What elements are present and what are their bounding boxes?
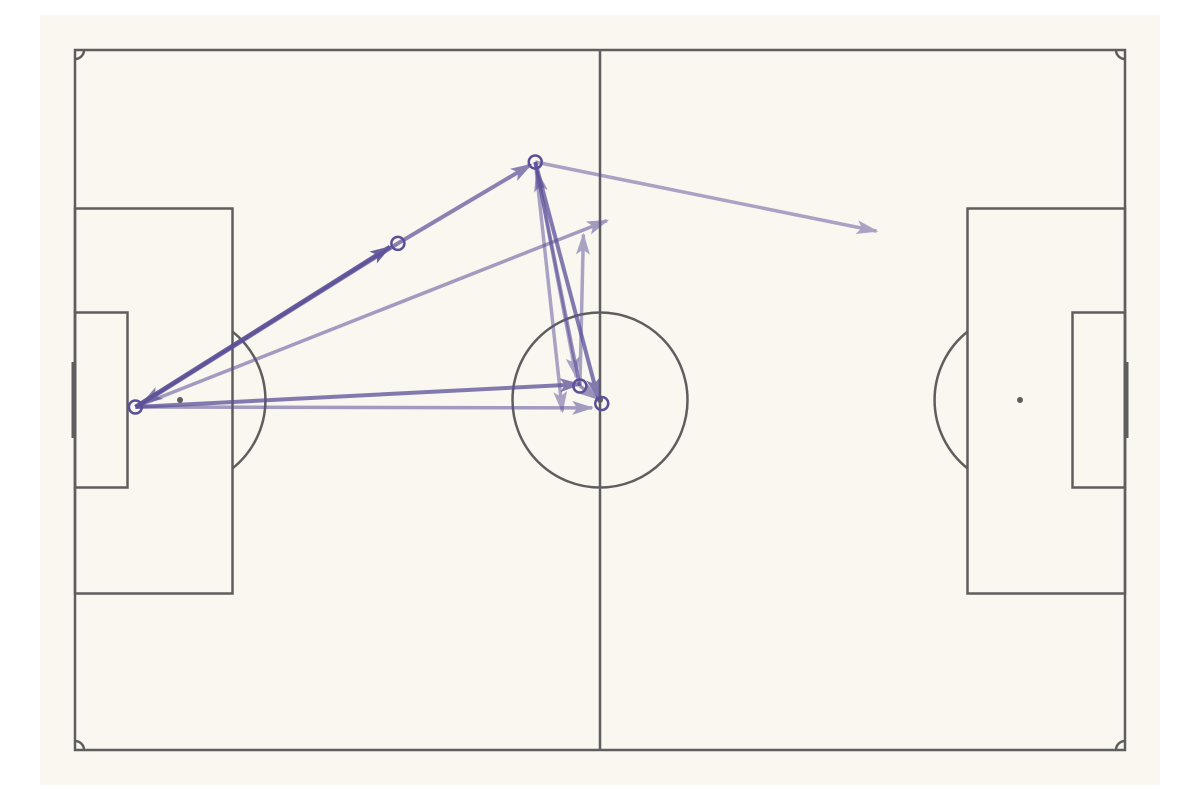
corner-arc-top-left xyxy=(74,49,86,61)
pass-arrow xyxy=(396,162,533,246)
pass-arrow xyxy=(533,161,601,401)
player-node xyxy=(572,378,588,394)
right-penalty-spot xyxy=(1017,397,1023,403)
corner-arc-top-right xyxy=(1114,49,1126,61)
corner-arc-bottom-right xyxy=(1114,739,1126,751)
players-layer xyxy=(127,154,610,415)
pass-arrow xyxy=(575,232,590,387)
corner-arc-bottom-left xyxy=(74,739,86,751)
right-penalty-arc xyxy=(933,330,969,470)
pass-arrow xyxy=(534,160,879,235)
player-node xyxy=(594,395,610,412)
pass-arrow xyxy=(533,161,568,414)
player-node xyxy=(527,154,543,170)
passes-layer xyxy=(134,160,879,415)
pass-arrow xyxy=(577,381,600,401)
player-node xyxy=(390,235,406,252)
pitch-marks xyxy=(71,362,1129,438)
left-penalty-spot xyxy=(177,397,183,403)
pass-arrow xyxy=(534,169,582,387)
pass-arrow xyxy=(135,378,582,409)
pass-arrow xyxy=(140,241,399,406)
player-node xyxy=(127,399,144,415)
centre-circle xyxy=(511,311,689,489)
pass-arrow xyxy=(135,400,595,415)
pass-arrow xyxy=(134,218,609,409)
